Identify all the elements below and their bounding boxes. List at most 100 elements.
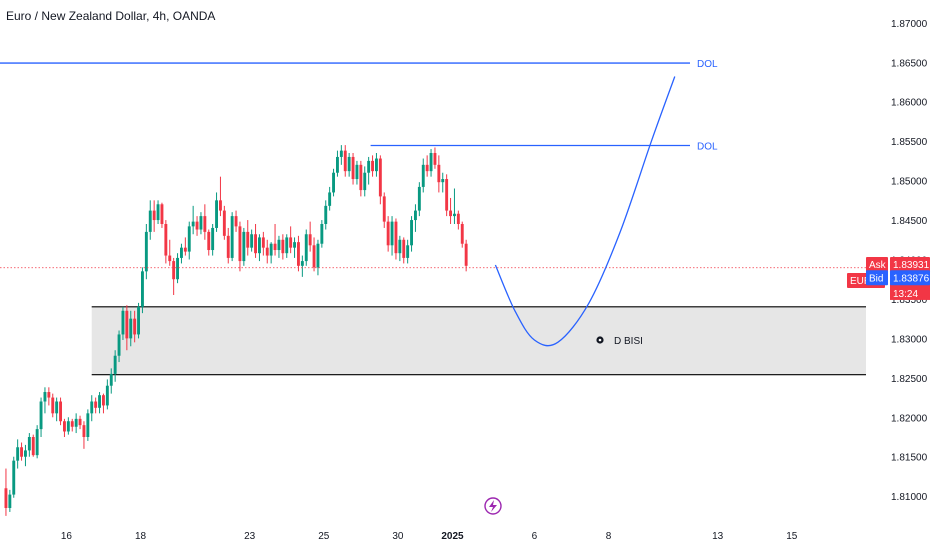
candle-body[interactable] (43, 392, 47, 402)
candle-body[interactable] (453, 213, 456, 217)
candle-body[interactable] (273, 243, 277, 251)
candle-body[interactable] (82, 425, 86, 437)
candle-body[interactable] (367, 160, 371, 173)
candle-body[interactable] (8, 494, 12, 508)
candle-body[interactable] (113, 355, 117, 374)
candle-body[interactable] (152, 210, 156, 221)
candle-body[interactable] (406, 245, 410, 258)
candle-body[interactable] (246, 231, 250, 248)
candle-body[interactable] (312, 245, 316, 268)
candle-body[interactable] (164, 224, 168, 256)
candle-body[interactable] (390, 221, 394, 246)
candle-body[interactable] (417, 186, 421, 211)
candle-body[interactable] (55, 401, 59, 414)
candle-body[interactable] (297, 242, 300, 266)
candle-body[interactable] (141, 271, 144, 307)
candle-body[interactable] (242, 231, 246, 262)
candle-body[interactable] (456, 213, 460, 224)
candle-body[interactable] (378, 158, 382, 197)
candle-body[interactable] (285, 237, 289, 254)
candle-body[interactable] (16, 447, 20, 461)
candle-body[interactable] (445, 179, 449, 211)
candle-body[interactable] (195, 221, 199, 230)
candle-body[interactable] (382, 196, 386, 222)
candle-body[interactable] (230, 216, 234, 258)
candle-body[interactable] (410, 220, 413, 246)
candle-body[interactable] (211, 227, 215, 251)
candle-body[interactable] (402, 239, 406, 258)
candle-body[interactable] (219, 200, 222, 211)
candle-body[interactable] (102, 395, 105, 406)
demand-zone[interactable] (91, 306, 866, 375)
candle-body[interactable] (398, 239, 402, 254)
candle-body[interactable] (183, 247, 187, 252)
candle-body[interactable] (363, 172, 367, 191)
candle-body[interactable] (168, 255, 172, 262)
event-marker[interactable] (484, 497, 502, 515)
candle-body[interactable] (332, 172, 335, 193)
candle-body[interactable] (359, 164, 363, 191)
candle-body[interactable] (269, 243, 273, 256)
candle-body[interactable] (20, 447, 23, 457)
candle-body[interactable] (70, 421, 74, 427)
candle-body[interactable] (289, 237, 293, 248)
candle-body[interactable] (86, 413, 90, 437)
candle-body[interactable] (234, 216, 238, 227)
candle-body[interactable] (12, 460, 16, 495)
candle-body[interactable] (98, 395, 101, 408)
candle-body[interactable] (375, 158, 378, 172)
candle-body[interactable] (281, 239, 285, 254)
candle-body[interactable] (441, 179, 445, 183)
candle-body[interactable] (203, 216, 207, 232)
candle-body[interactable] (300, 261, 304, 266)
candle-body[interactable] (180, 247, 183, 258)
candle-body[interactable] (125, 310, 129, 339)
candle-body[interactable] (199, 216, 203, 230)
candle-body[interactable] (129, 318, 133, 339)
candle-body[interactable] (320, 224, 324, 244)
candle-body[interactable] (351, 156, 355, 180)
candle-body[interactable] (222, 210, 226, 236)
candle-body[interactable] (316, 243, 320, 268)
candle-body[interactable] (324, 205, 328, 224)
candle-body[interactable] (35, 429, 39, 456)
candle-body[interactable] (4, 488, 8, 508)
candle-body[interactable] (265, 247, 269, 256)
candle-body[interactable] (144, 231, 148, 272)
candle-body[interactable] (47, 392, 51, 398)
candle-body[interactable] (207, 231, 211, 251)
candle-body[interactable] (437, 164, 441, 183)
candle-body[interactable] (308, 234, 312, 246)
candle-body[interactable] (421, 164, 425, 187)
candle-body[interactable] (27, 437, 31, 451)
candle-body[interactable] (137, 306, 140, 335)
candle-body[interactable] (293, 242, 296, 248)
candle-body[interactable] (449, 210, 452, 217)
candle-body[interactable] (226, 235, 230, 258)
projection-curve[interactable] (494, 76, 676, 347)
candle-body[interactable] (105, 385, 109, 406)
candle-body[interactable] (117, 334, 121, 356)
candle-body[interactable] (429, 153, 433, 172)
candle-body[interactable] (156, 204, 160, 221)
candle-body[interactable] (425, 164, 429, 172)
candle-body[interactable] (187, 226, 191, 252)
candle-body[interactable] (191, 221, 195, 227)
candle-body[interactable] (63, 421, 66, 432)
candle-body[interactable] (109, 373, 113, 386)
candle-body[interactable] (148, 210, 152, 232)
candle-body[interactable] (24, 450, 27, 457)
candle-body[interactable] (250, 234, 254, 248)
candle-body[interactable] (339, 150, 343, 157)
candle-body[interactable] (328, 192, 332, 206)
candle-body[interactable] (258, 237, 261, 254)
zone-annotation[interactable]: D BISI (596, 336, 643, 347)
candle-body[interactable] (433, 153, 437, 165)
candle-body[interactable] (464, 243, 468, 266)
candle-body[interactable] (90, 401, 94, 414)
candle-body[interactable] (66, 421, 70, 432)
candle-body[interactable] (254, 234, 257, 254)
candle-body[interactable] (347, 156, 351, 172)
candle-body[interactable] (371, 160, 374, 172)
